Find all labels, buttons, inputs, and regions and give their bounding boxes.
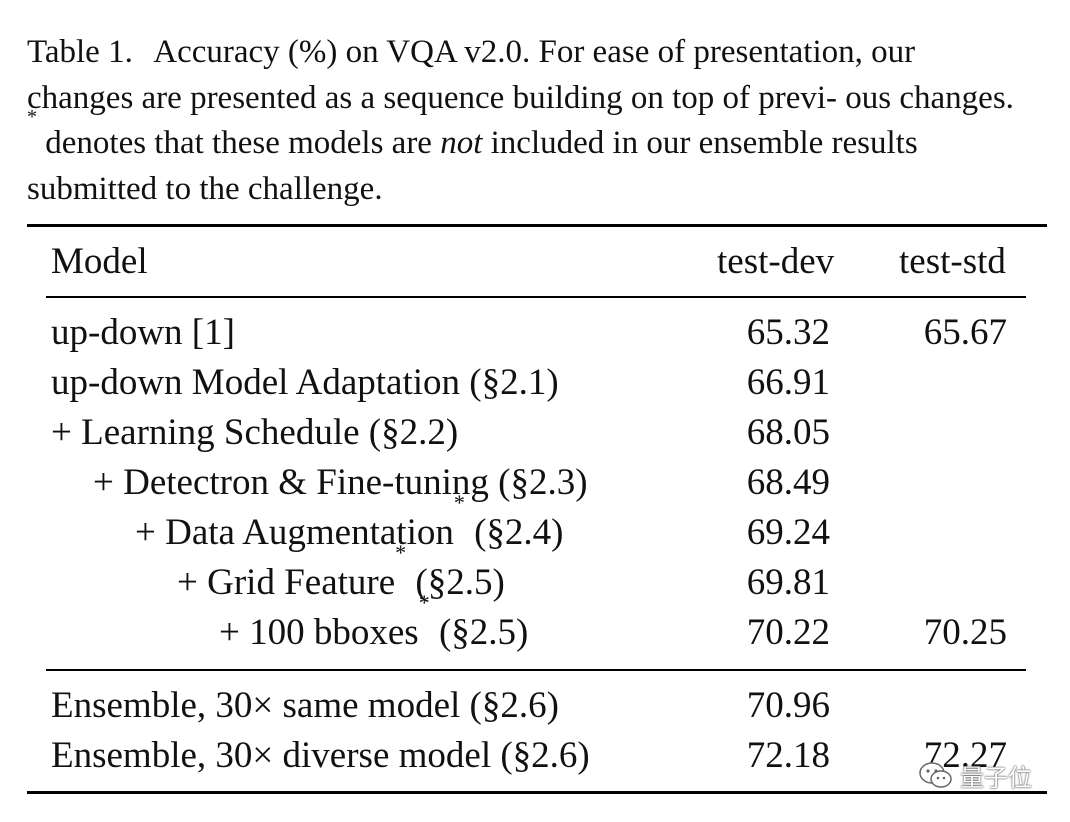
group-rule: [46, 669, 1026, 671]
watermark: 量子位: [918, 758, 1032, 793]
star-marker: *: [453, 490, 465, 515]
table-row-dev: 70.96: [746, 685, 830, 726]
table-row-dev: 66.91: [746, 362, 830, 403]
caption-text-2: denotes that these models are: [45, 125, 432, 161]
table-row-dev: 69.81: [746, 562, 830, 603]
caption-emphasis: not: [440, 125, 483, 161]
table-row-model: + 100 bboxes* (§2.5): [219, 590, 529, 654]
header-model: Model: [51, 241, 148, 282]
table-row-model: + Detectron & Fine-tuning (§2.3): [93, 462, 588, 503]
table-row-dev: 65.32: [746, 312, 830, 353]
caption-text-1: Accuracy (%) on VQA v2.0. For ease of pr…: [27, 34, 1014, 116]
table-row-model: + Learning Schedule (§2.2): [51, 412, 459, 453]
caption-star: *: [27, 106, 37, 128]
table-row-model: + Data Augmentation* (§2.4): [135, 490, 564, 554]
table-row-model: Ensemble, 30× same model (§2.6): [51, 685, 559, 726]
table-row-model: up-down Model Adaptation (§2.1): [51, 362, 559, 403]
header-test-std: test-std: [899, 241, 1006, 282]
table-row-std: 70.25: [923, 612, 1007, 653]
table-row-dev: 68.49: [746, 462, 830, 503]
header-rule: [46, 296, 1026, 298]
header-test-dev: test-dev: [717, 241, 835, 282]
table-row-std: 65.67: [923, 312, 1007, 353]
top-rule: [27, 224, 1047, 227]
table-row-dev: 70.22: [746, 612, 830, 653]
bottom-rule: [27, 791, 1047, 794]
table-caption: Table 1. Accuracy (%) on VQA v2.0. For e…: [27, 30, 1027, 212]
table-row-dev: 69.24: [746, 512, 830, 553]
star-marker: *: [395, 540, 407, 565]
table-row-model: up-down [1]: [51, 312, 235, 353]
table-row-model: + Grid Feature* (§2.5): [177, 540, 505, 604]
table-row-dev: 72.18: [746, 735, 830, 776]
table-row-dev: 68.05: [746, 412, 830, 453]
table-row-model: Ensemble, 30× diverse model (§2.6): [51, 735, 590, 776]
star-marker: *: [418, 590, 430, 615]
watermark-text: 量子位: [960, 764, 1032, 792]
caption-label: Table 1.: [27, 34, 133, 70]
wechat-icon: [919, 761, 952, 788]
caption-text-3: included in our ensemble results submitt…: [27, 125, 918, 207]
